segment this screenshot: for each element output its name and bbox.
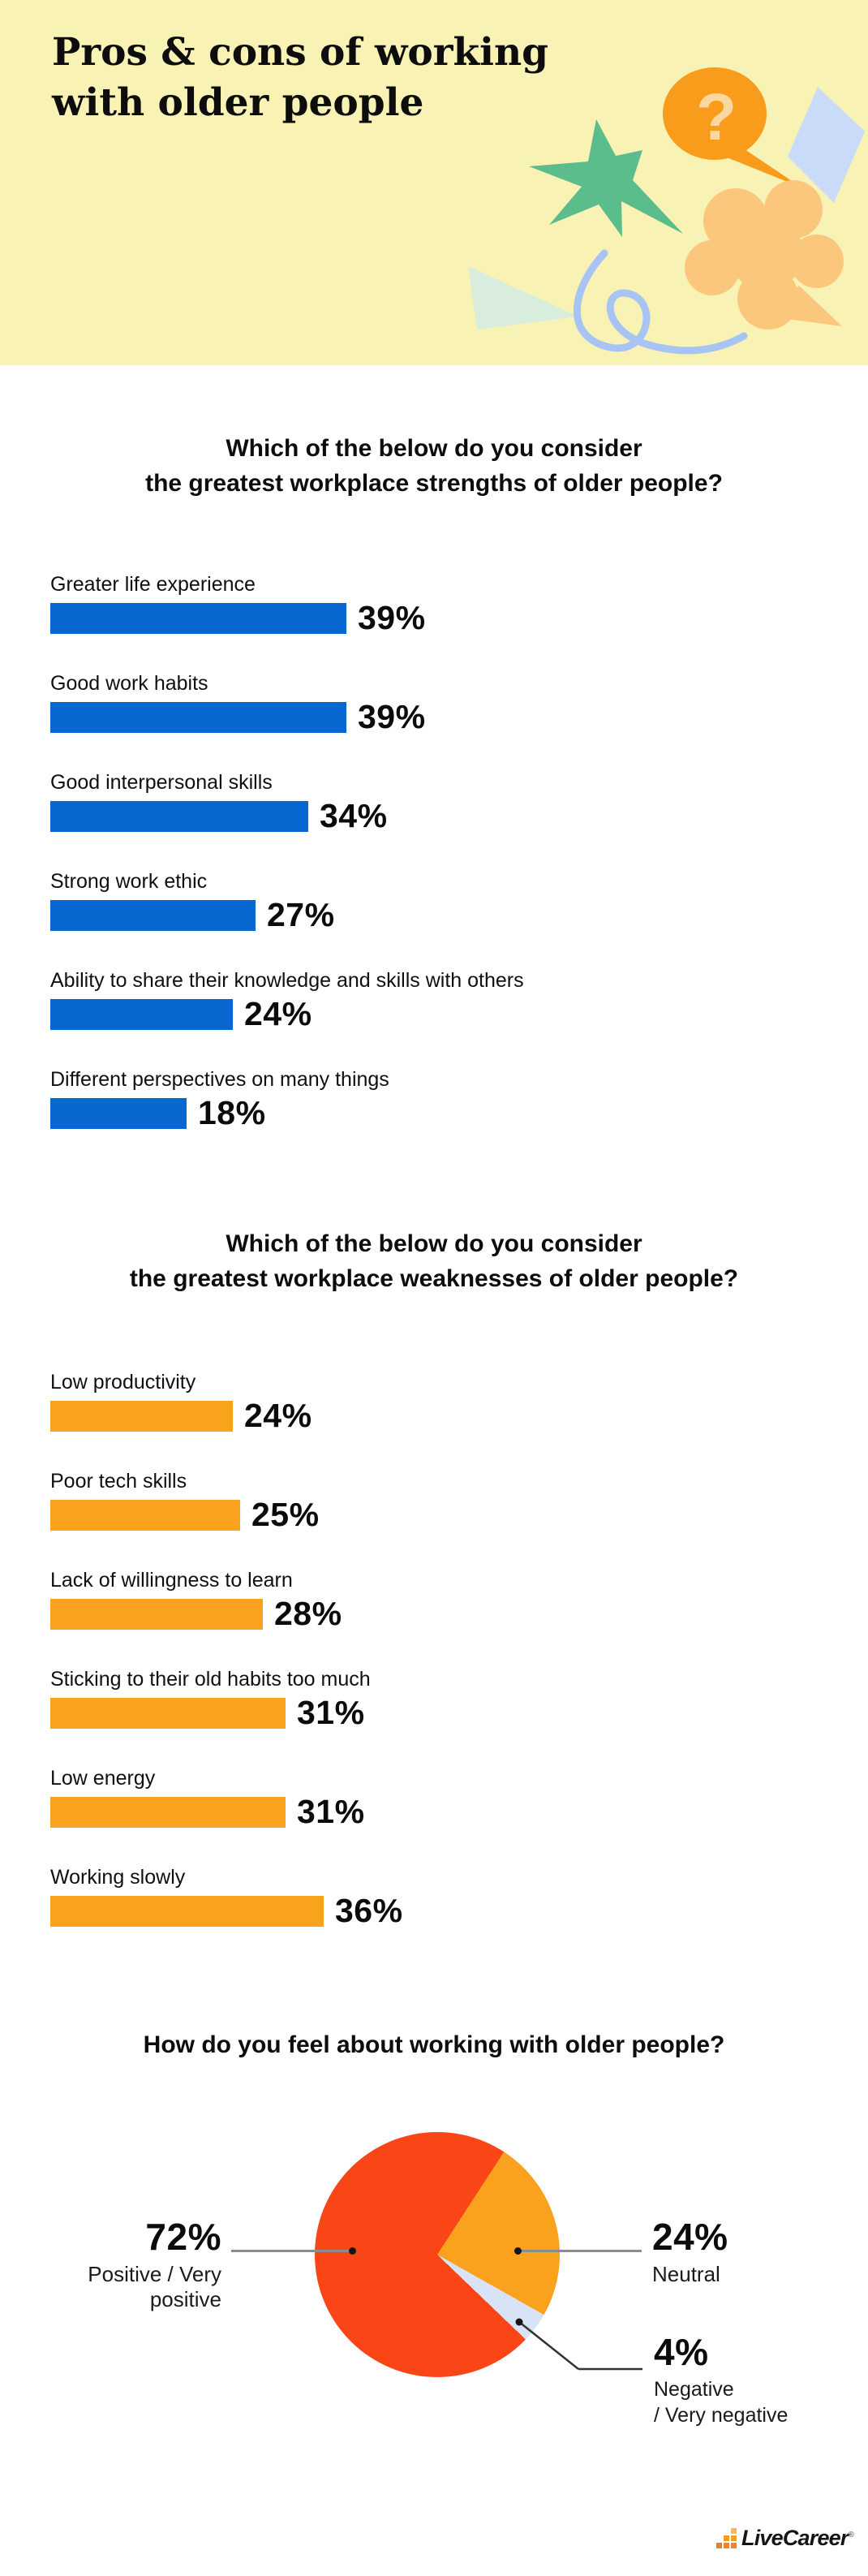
bar-category-label: Strong work ethic: [50, 870, 208, 893]
neutral-callout-dot: [514, 2247, 522, 2255]
bar-value-label: 27%: [267, 896, 335, 933]
bar-row: Lack of willingness to learn 28%: [50, 1568, 853, 1667]
brand-dots-icon: [716, 2528, 737, 2548]
star-icon: [529, 119, 683, 237]
question-bubble-icon: ?: [663, 67, 801, 187]
pie-chart: [315, 2132, 560, 2377]
bar-category-label: Good work habits: [50, 672, 208, 695]
bar-row: Poor tech skills 25%: [50, 1469, 853, 1568]
bar-value-label: 34%: [320, 797, 388, 834]
bar: [50, 1896, 324, 1927]
bar-value-label: 18%: [198, 1094, 266, 1131]
neutral-value: 24%: [652, 2216, 728, 2258]
bar-value-label: 31%: [297, 1694, 365, 1731]
brand-name: LiveCareer®: [741, 2524, 854, 2550]
bar-category-label: Ability to share their knowledge and ski…: [50, 969, 524, 992]
positive-callout-line: [231, 2250, 355, 2252]
squiggle-icon: [573, 249, 748, 355]
bar: [50, 900, 256, 931]
question-bubble-body: [663, 67, 767, 160]
bar-value-label: 31%: [297, 1793, 365, 1830]
bar-value-label: 36%: [335, 1892, 403, 1929]
bar-category-label: Different perspectives on many things: [50, 1068, 389, 1091]
neutral-callout: 24% Neutral: [652, 2216, 855, 2287]
bar: [50, 1401, 233, 1432]
diamond-icon: [788, 87, 865, 203]
neutral-label: Neutral: [652, 2262, 720, 2286]
triangle-icon: [468, 266, 578, 330]
bar: [50, 1500, 240, 1531]
weaknesses-chart-title: Which of the below do you consider the g…: [0, 1226, 868, 1296]
bar-row: Different perspectives on many things 18…: [50, 1067, 853, 1166]
negative-label-line2: / Very negative: [654, 2404, 789, 2427]
bar-category-label: Lack of willingness to learn: [50, 1569, 293, 1592]
bar: [50, 603, 346, 634]
page-title-line1: Pros & cons of working: [52, 30, 548, 75]
question-mark-glyph: ?: [696, 80, 737, 154]
bar-category-label: Poor tech skills: [50, 1470, 187, 1493]
weaknesses-title-line1: Which of the below do you consider: [226, 1230, 642, 1257]
header: Pros & cons of working with older people…: [0, 0, 868, 365]
strengths-title-line2: the greatest workplace strengths of olde…: [145, 470, 723, 497]
bar-row: Sticking to their old habits too much 31…: [50, 1667, 853, 1766]
brand-name-text: LiveCareer: [741, 2526, 849, 2550]
flower-icon: [685, 180, 844, 330]
strengths-title-line1: Which of the below do you consider: [226, 435, 642, 462]
negative-callout-line: [515, 2318, 642, 2371]
bar-category-label: Low productivity: [50, 1371, 196, 1394]
negative-callout: 4% Negative / Very negative: [654, 2331, 868, 2428]
bar-value-label: 24%: [244, 1397, 312, 1434]
positive-label: Positive / Very positive: [88, 2262, 221, 2311]
negative-label-line1: Negative: [654, 2378, 734, 2401]
bar-value-label: 28%: [274, 1595, 342, 1632]
brand-logo: LiveCareer®: [716, 2524, 854, 2550]
bar: [50, 1698, 286, 1729]
bar: [50, 801, 308, 832]
page-title: Pros & cons of working with older people: [52, 28, 548, 128]
bar-row: Working slowly 36%: [50, 1865, 853, 1964]
strengths-chart-title: Which of the below do you consider the g…: [0, 431, 868, 501]
bar: [50, 999, 233, 1030]
bar-row: Low productivity 24%: [50, 1370, 853, 1469]
bar-row: Good interpersonal skills 34%: [50, 770, 853, 869]
bar-value-label: 39%: [358, 599, 426, 636]
bar: [50, 1599, 263, 1630]
negative-value: 4%: [654, 2331, 709, 2373]
neutral-callout-line: [518, 2250, 642, 2252]
question-bubble-tail: [727, 146, 801, 187]
page-title-line2: with older people: [52, 80, 424, 125]
positive-callout-dot: [349, 2247, 356, 2255]
bar: [50, 1098, 187, 1129]
pie-chart-title: How do you feel about working with older…: [143, 2031, 725, 2058]
weaknesses-title-line2: the greatest workplace weaknesses of old…: [129, 1265, 739, 1292]
bar-value-label: 25%: [251, 1496, 320, 1533]
bar-category-label: Good interpersonal skills: [50, 771, 273, 794]
header-decoration-art: ?: [468, 67, 865, 355]
bar-row: Low energy 31%: [50, 1766, 853, 1865]
positive-callout: 72% Positive / Very positive: [19, 2216, 221, 2312]
bar-row: Strong work ethic 27%: [50, 869, 853, 968]
bar-category-label: Greater life experience: [50, 573, 256, 596]
bar-row: Good work habits 39%: [50, 671, 853, 770]
bar: [50, 702, 346, 733]
positive-value: 72%: [145, 2216, 221, 2258]
bar-value-label: 24%: [244, 995, 312, 1032]
bar: [50, 1797, 286, 1828]
bar-row: Greater life experience 39%: [50, 572, 853, 671]
bar-category-label: Low energy: [50, 1767, 156, 1790]
bar-value-label: 39%: [358, 698, 426, 735]
brand-registered-mark: ®: [848, 2531, 854, 2539]
bar-category-label: Sticking to their old habits too much: [50, 1668, 371, 1691]
bar-category-label: Working slowly: [50, 1866, 186, 1889]
bar-row: Ability to share their knowledge and ski…: [50, 968, 853, 1067]
